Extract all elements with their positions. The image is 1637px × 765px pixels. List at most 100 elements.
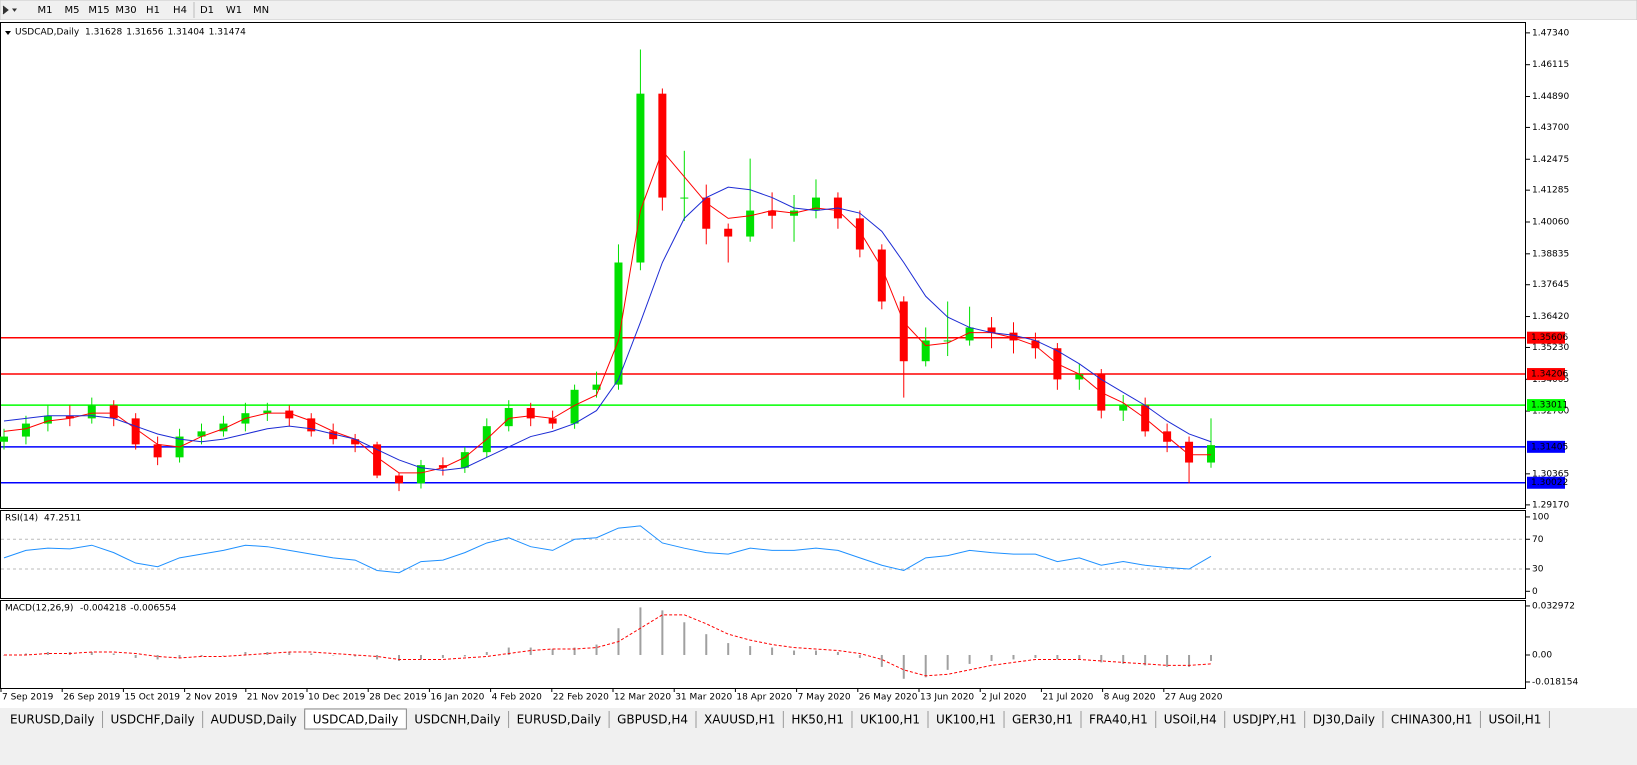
- tab[interactable]: USDCNH,Daily: [414, 711, 510, 728]
- y-tick-label: 1.37645: [1532, 280, 1569, 290]
- candle-body: [197, 431, 206, 437]
- x-tick-label: 16 Jan 2020: [430, 693, 484, 703]
- candle-body: [351, 439, 360, 445]
- x-tick-label: 8 Aug 2020: [1104, 693, 1156, 703]
- y-tick-label: 0: [1532, 587, 1538, 597]
- tab[interactable]: AUDUSD,Daily: [211, 711, 306, 728]
- tab[interactable]: XAUUSD,H1: [704, 711, 784, 728]
- candle-body: [570, 389, 579, 424]
- timeframe-button[interactable]: M15: [88, 5, 109, 16]
- macd-label: MACD(12,26,9): [5, 604, 73, 614]
- tab[interactable]: EURUSD,Daily: [10, 711, 104, 728]
- candle-body: [877, 249, 886, 302]
- macd-bar: [1056, 654, 1059, 660]
- tab-label: USDJPY,H1: [1233, 713, 1297, 727]
- x-tick-label: 26 Sep 2019: [63, 693, 120, 703]
- x-tick-label: 27 Aug 2020: [1165, 693, 1223, 703]
- macd-bar: [1188, 654, 1191, 667]
- tab[interactable]: UK100,H1: [936, 711, 1005, 728]
- tab-label: HK50,H1: [791, 713, 844, 727]
- macd-bar: [683, 622, 686, 655]
- timeframe-button[interactable]: H4: [173, 5, 187, 16]
- timeframe-button[interactable]: D1: [200, 5, 214, 16]
- active-tab: [304, 708, 407, 730]
- macd-bar: [222, 654, 225, 656]
- tab[interactable]: UK100,H1: [860, 711, 929, 728]
- timeframe-group: M1 M5 M15 M30 H1 H4 D1 W1 MN: [2, 2, 269, 18]
- tab[interactable]: USDJPY,H1: [1233, 711, 1306, 728]
- candle-body: [899, 301, 908, 362]
- tab-label: UK100,H1: [860, 713, 920, 727]
- level-label: 1.31405: [1531, 442, 1568, 452]
- timeframe-button[interactable]: W1: [226, 5, 242, 16]
- x-tick-label: 21 Jul 2020: [1042, 693, 1093, 703]
- macd-bar: [244, 652, 247, 655]
- level-label: 1.34206: [1531, 370, 1568, 380]
- candle-body: [811, 197, 820, 211]
- rsi-label: RSI(14): [5, 514, 38, 524]
- signal-line: [4, 614, 1212, 677]
- macd-bar: [793, 650, 796, 655]
- macd-bar: [90, 652, 93, 655]
- y-tick-label: 30: [1532, 565, 1544, 575]
- header-value: 1.31404: [167, 28, 204, 38]
- tab-label: CHINA300,H1: [1391, 713, 1473, 727]
- candle-body: [965, 327, 974, 341]
- level-tag: [1527, 476, 1565, 489]
- timeframe-button[interactable]: M5: [65, 5, 80, 16]
- tab-label: USOil,H1: [1488, 713, 1541, 727]
- timeframe-button[interactable]: M30: [115, 5, 136, 16]
- tab-label: EURUSD,Daily: [517, 713, 602, 727]
- tab[interactable]: GER30,H1: [1012, 711, 1082, 728]
- macd-bar: [463, 654, 466, 657]
- tab[interactable]: HK50,H1: [791, 711, 853, 728]
- tab[interactable]: FRA40,H1: [1089, 711, 1157, 728]
- tab[interactable]: USOil,H1: [1488, 711, 1550, 728]
- timeframe-button[interactable]: H1: [146, 5, 160, 16]
- level-label: 1.30022: [1531, 478, 1568, 488]
- y-tick-label: 1.38835: [1532, 249, 1569, 259]
- tab[interactable]: USOil,H4: [1164, 711, 1226, 728]
- tab[interactable]: GBPUSD,H4: [617, 711, 697, 728]
- moving-average: [3, 186, 1212, 471]
- level-tag: [1527, 331, 1565, 344]
- tab[interactable]: CHINA300,H1: [1391, 711, 1481, 728]
- macd-bar: [946, 654, 949, 670]
- x-tick-label: 21 Nov 2019: [247, 693, 305, 703]
- macd-bar: [771, 647, 774, 655]
- timeframe-button[interactable]: MN: [253, 5, 269, 16]
- timeframe-button[interactable]: M1: [38, 5, 53, 16]
- candle-body: [219, 423, 228, 432]
- candle-body: [416, 465, 425, 484]
- tab[interactable]: DJ30,Daily: [1313, 711, 1384, 728]
- tab-label: GER30,H1: [1012, 713, 1073, 727]
- tab[interactable]: EURUSD,Daily: [517, 711, 610, 728]
- candle-body: [373, 444, 382, 476]
- tab-label: AUDUSD,Daily: [211, 713, 297, 727]
- y-tick-label: 1.36420: [1532, 312, 1569, 322]
- x-tick-label: 2 Jul 2020: [981, 693, 1026, 703]
- candle-body: [87, 405, 96, 419]
- macd-bar: [441, 654, 444, 658]
- x-tick-label: 10 Dec 2019: [308, 693, 366, 703]
- candle-body: [21, 423, 30, 437]
- moving-average: [3, 149, 1211, 474]
- macd-bar: [529, 647, 532, 655]
- tab[interactable]: USDCAD,Daily: [304, 708, 407, 730]
- symbol-label: USDCAD,Daily: [15, 28, 80, 38]
- tab[interactable]: USDCHF,Daily: [111, 711, 204, 728]
- macd-bar: [1210, 654, 1212, 661]
- macd-panel: [0, 600, 1526, 689]
- macd-bar: [354, 654, 357, 657]
- candle-body: [263, 410, 272, 414]
- candle-body: [460, 452, 469, 468]
- x-tick-label: 26 May 2020: [859, 693, 918, 703]
- header-value: -0.006554: [130, 604, 176, 614]
- macd-bar: [1034, 654, 1037, 658]
- tab-label: EURUSD,Daily: [10, 713, 95, 727]
- macd-bar: [1144, 654, 1147, 666]
- y-tick-label: 0.00: [1532, 650, 1552, 660]
- candle-body: [285, 410, 294, 419]
- candle-body: [680, 197, 689, 199]
